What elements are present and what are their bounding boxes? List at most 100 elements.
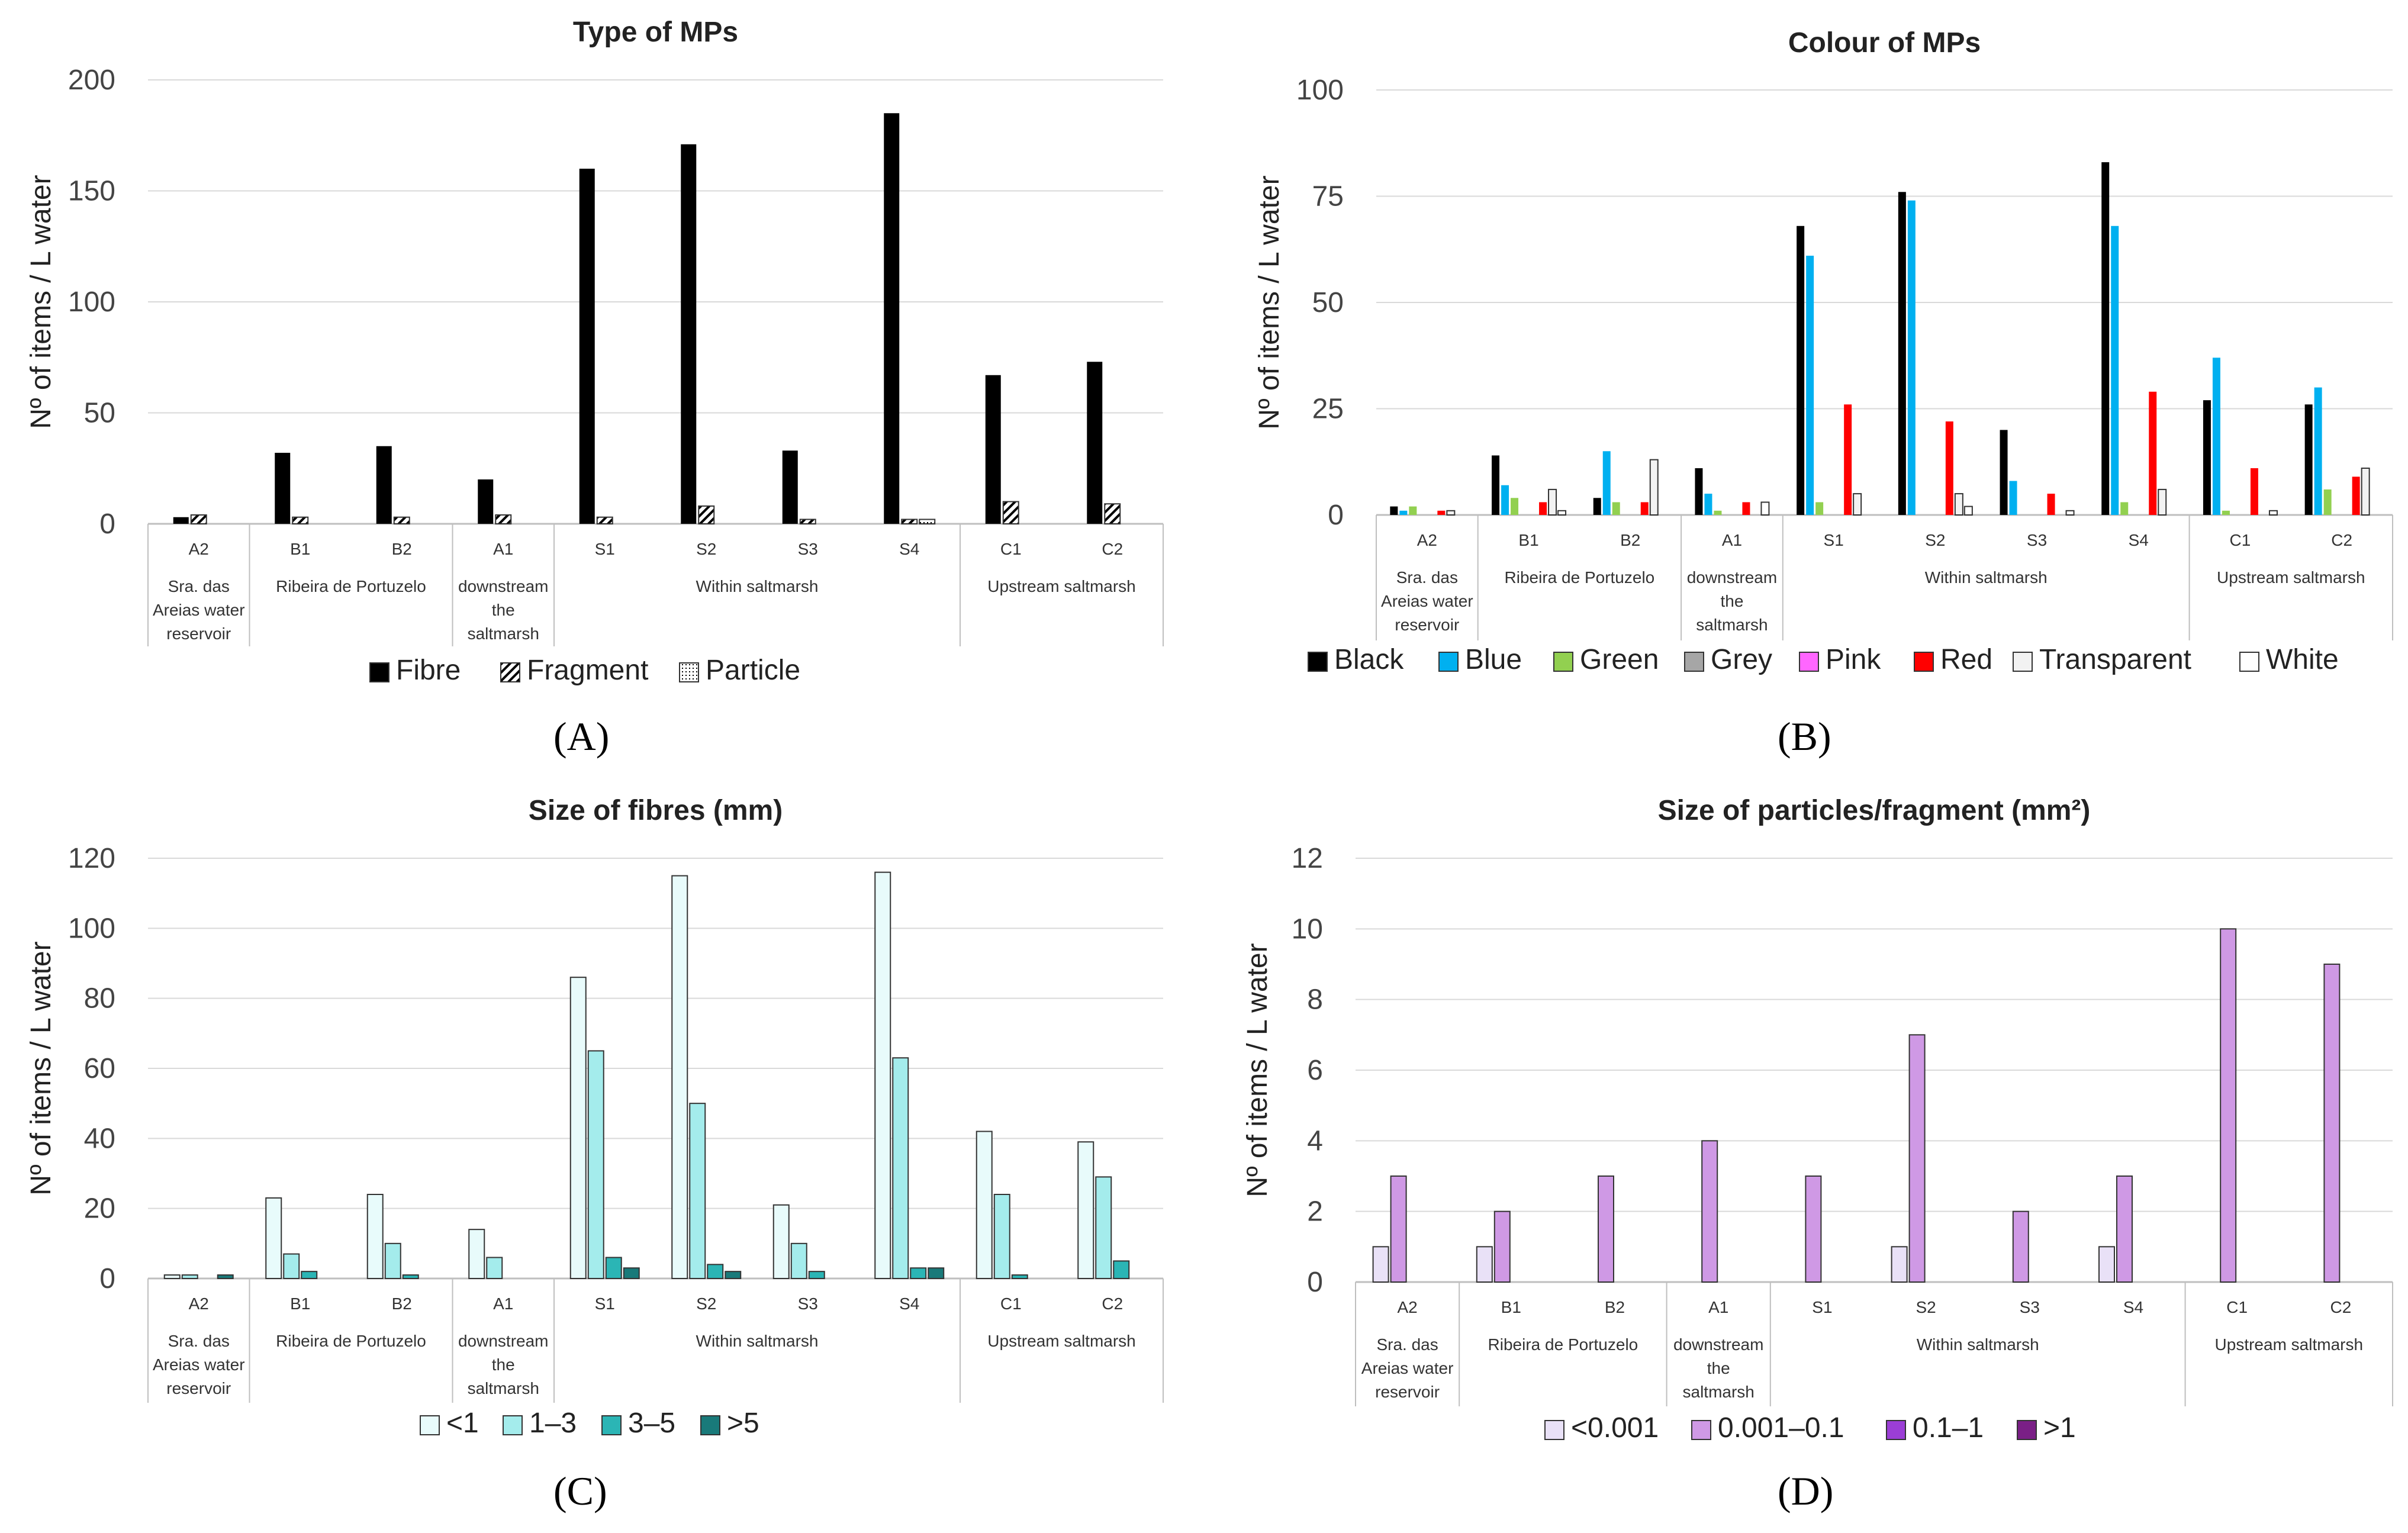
bar-c-lt1-s4 <box>874 871 891 1279</box>
group-label: the <box>1720 592 1743 610</box>
bar-b-white-s2 <box>1963 505 1973 516</box>
bar-a-fragment-c1 <box>1002 501 1019 524</box>
bar-b-black-a2 <box>1390 506 1398 515</box>
y-tick-label: 150 <box>68 176 115 207</box>
group-label: saltmarsh <box>468 1379 539 1397</box>
bar-c-lt1-a2 <box>163 1274 181 1279</box>
bar-b-blue-a1 <box>1704 494 1712 515</box>
group-label: Areias water <box>1381 592 1473 610</box>
y-axis-label: Nº of items / L water <box>25 175 57 429</box>
bar-d-p_lt0001-s4 <box>2098 1246 2115 1283</box>
legend-label-black: Black <box>1334 644 1404 675</box>
legend-swatch-p_0001_01 <box>1691 1420 1711 1440</box>
bar-d-p_lt0001-s2 <box>1891 1246 1908 1283</box>
panel-label-d: (D) <box>1778 1468 1834 1513</box>
bar-c-lt1-a1 <box>468 1229 485 1280</box>
group-label: the <box>1707 1359 1730 1377</box>
legend-swatch-s13 <box>503 1415 523 1435</box>
y-tick-label: 100 <box>68 913 115 944</box>
bar-c-s35-s3 <box>808 1271 825 1280</box>
panel-label-a: (A) <box>553 714 610 759</box>
bar-a-fragment-a2 <box>190 514 207 524</box>
group-label: Ribeira de Portuzelo <box>1505 568 1655 587</box>
x-tick-label: S2 <box>696 1294 716 1313</box>
x-tick-label: S4 <box>2129 531 2149 549</box>
bar-b-transparent-b2 <box>1649 459 1659 516</box>
bar-b-blue-s1 <box>1806 256 1814 515</box>
bar-b-black-c2 <box>2304 404 2313 515</box>
x-tick-label: S3 <box>798 1294 818 1313</box>
legend-swatch-s35 <box>601 1415 622 1435</box>
y-tick-label: 20 <box>84 1193 115 1225</box>
x-tick-label: B2 <box>1605 1298 1625 1316</box>
group-label: downstream <box>458 1332 549 1350</box>
bar-b-transparent-a2 <box>1446 510 1456 516</box>
legend-swatch-red <box>1914 652 1934 672</box>
x-tick-label: C1 <box>2230 531 2251 549</box>
bar-d-p_0001_01-b1 <box>1493 1210 1511 1283</box>
bar-c-gt5-a2 <box>217 1274 234 1279</box>
bar-b-green-a1 <box>1714 510 1722 515</box>
bar-b-white-c1 <box>2268 510 2278 516</box>
group-label: Upstream saltmarsh <box>2217 568 2365 587</box>
group-label: Ribeira de Portuzelo <box>1488 1335 1638 1354</box>
bar-c-s13-s4 <box>892 1057 909 1279</box>
bar-b-blue-c2 <box>2314 387 2322 515</box>
bar-c-lt1-b2 <box>366 1194 384 1279</box>
bar-b-green-c1 <box>2222 510 2230 515</box>
y-tick-label: 25 <box>1312 394 1344 425</box>
legend-swatch-p_01_1 <box>1886 1420 1906 1440</box>
bar-a-fragment-c2 <box>1104 503 1121 524</box>
y-tick-label: 120 <box>68 843 115 874</box>
y-tick-label: 50 <box>84 398 115 429</box>
group-label: Within saltmarsh <box>696 577 819 595</box>
legend-label-p_0001_01: 0.001–0.1 <box>1718 1412 1844 1444</box>
bar-b-green-a2 <box>1409 506 1417 515</box>
group-label: Within saltmarsh <box>1925 568 2048 587</box>
legend-label-fragment: Fragment <box>527 655 648 686</box>
x-tick-label: A2 <box>1397 1298 1417 1316</box>
bar-b-red-s2 <box>1945 421 1953 515</box>
bar-c-s13-b1 <box>283 1253 300 1279</box>
bar-a-fibre-c1 <box>985 375 1001 524</box>
legend-swatch-white <box>2239 652 2259 672</box>
bar-d-p_0001_01-a1 <box>1701 1140 1718 1283</box>
bar-b-red-c1 <box>2250 468 2258 515</box>
x-tick-label: A1 <box>1722 531 1742 549</box>
bar-b-white-s3 <box>2065 510 2075 516</box>
legend-swatch-p_gt1 <box>2017 1420 2037 1440</box>
x-tick-label: S2 <box>696 540 716 558</box>
bar-c-lt1-c1 <box>976 1131 993 1279</box>
y-tick-label: 0 <box>99 508 115 540</box>
bar-a-particle-s4 <box>919 518 936 524</box>
bar-c-s35-s4 <box>910 1267 927 1279</box>
y-tick-label: 100 <box>68 286 115 318</box>
bar-a-fragment-a1 <box>495 514 512 524</box>
x-tick-label: A2 <box>1417 531 1437 549</box>
bar-b-blue-a2 <box>1399 510 1408 515</box>
group-label: the <box>492 601 515 619</box>
group-label: Sra. das <box>1376 1335 1438 1354</box>
y-tick-label: 4 <box>1307 1125 1323 1157</box>
bar-b-green-c2 <box>2323 489 2332 515</box>
legend-label-p_lt0001: <0.001 <box>1571 1412 1659 1444</box>
bar-a-fibre-b1 <box>275 453 291 524</box>
bar-a-fibre-a2 <box>173 517 189 524</box>
group-label: Within saltmarsh <box>1917 1335 2039 1354</box>
bar-c-gt5-s2 <box>725 1271 742 1280</box>
bar-b-blue-c1 <box>2212 358 2220 515</box>
panel-label-b: (B) <box>1778 714 1831 759</box>
bar-b-red-b1 <box>1539 502 1547 515</box>
chart-a: Type of MPs Nº of items / L water 0 50 100 15… <box>25 17 1164 686</box>
bar-a-fragment-s1 <box>596 516 613 524</box>
legend-swatch-gt5 <box>700 1415 720 1435</box>
group-label: downstream <box>1673 1335 1764 1354</box>
x-tick-label: S2 <box>1916 1298 1936 1316</box>
legend-label-gt5: >5 <box>727 1408 759 1439</box>
legend-label-s35: 3–5 <box>628 1408 675 1439</box>
bar-c-lt1-s1 <box>569 977 587 1279</box>
group-label: Upstream saltmarsh <box>2215 1335 2364 1354</box>
legend-label-grey: Grey <box>1711 644 1772 675</box>
bar-b-black-s2 <box>1898 192 1906 515</box>
